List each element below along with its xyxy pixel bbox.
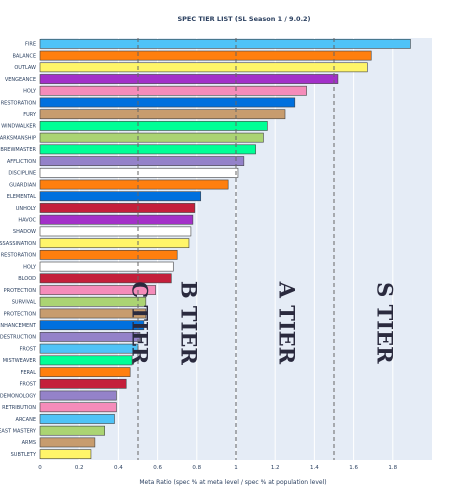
category-label: SHADOW xyxy=(13,229,36,235)
category-label: ARCANE xyxy=(16,417,36,423)
category-axis-labels: FIRE BALANCE OUTLAW VENGEANCE HOLY RESTORATIO… xyxy=(0,42,37,458)
x-tick-label: 0.8 xyxy=(192,465,201,471)
bar xyxy=(39,320,145,331)
chart-title: SPEC TIER LIST (SL Season 1 / 9.0.2) xyxy=(177,15,310,23)
bar xyxy=(39,74,339,84)
x-axis-title: Meta Ratio (spec % at meta level / spec … xyxy=(139,479,326,486)
bar xyxy=(39,355,133,366)
bar xyxy=(39,85,307,96)
x-tick-label: 1 xyxy=(234,465,238,471)
x-tick-label: 0 xyxy=(38,465,42,471)
category-label: ARMS xyxy=(22,440,36,446)
x-tick-label: 0.6 xyxy=(153,465,162,471)
bars xyxy=(39,38,411,460)
bar xyxy=(39,402,117,413)
bar xyxy=(39,390,117,401)
x-tick-label: 1.8 xyxy=(388,465,397,471)
category-label: HOLY xyxy=(23,89,37,95)
category-label: HOLY xyxy=(23,264,37,270)
bar xyxy=(39,62,368,73)
category-label: FURY xyxy=(23,112,37,118)
bar xyxy=(39,109,286,120)
category-label: FROST xyxy=(19,346,36,352)
category-label: PROTECTION xyxy=(4,288,37,294)
tier-labels: C TIER B TIER A TIER S TIER xyxy=(128,281,398,366)
bar xyxy=(39,203,196,213)
category-label: BEAST MASTERY xyxy=(0,428,37,434)
x-tick-label: 1.4 xyxy=(310,465,319,471)
bar xyxy=(39,308,147,319)
bar xyxy=(39,425,105,436)
bar xyxy=(39,261,174,272)
bar xyxy=(39,226,192,237)
bar xyxy=(39,156,245,166)
bar xyxy=(39,332,141,342)
category-label: RESTORATION xyxy=(1,253,37,259)
bar xyxy=(39,144,256,155)
bar xyxy=(39,285,156,295)
category-label: VENGEANCE xyxy=(5,77,36,83)
category-label: RETRIBUTION xyxy=(2,405,36,411)
bar xyxy=(39,167,239,178)
category-label: RESTORATION xyxy=(1,100,37,106)
category-label: OUTLAW xyxy=(14,65,36,71)
bar xyxy=(39,97,296,108)
bar xyxy=(39,50,372,61)
bar xyxy=(39,273,172,284)
tier-label: A TIER xyxy=(275,281,300,365)
tier-label: B TIER xyxy=(177,281,202,366)
bar xyxy=(39,437,96,448)
category-label: FROST xyxy=(19,382,36,388)
category-label: DISCIPLINE xyxy=(8,171,36,177)
category-label: FERAL xyxy=(20,370,36,376)
category-label: MISTWEAVER xyxy=(3,358,37,364)
category-label: UNHOLY xyxy=(16,206,37,212)
tier-label: C TIER xyxy=(128,281,153,364)
bar xyxy=(39,378,127,389)
category-label: BREWMASTER xyxy=(0,147,36,153)
bar xyxy=(39,296,147,307)
bar xyxy=(39,343,139,354)
category-label: HAVOC xyxy=(18,217,36,223)
tier-label: S TIER xyxy=(373,282,398,364)
bar xyxy=(39,414,115,424)
category-label: AFFLICTION xyxy=(7,159,36,165)
category-label: FIRE xyxy=(25,42,36,48)
category-label: BLOOD xyxy=(18,276,36,282)
tier-threshold-lines xyxy=(137,38,335,460)
category-label: SUBTLETY xyxy=(11,452,37,458)
category-label: SURVIVAL xyxy=(12,300,36,306)
category-label: GUARDIAN xyxy=(9,182,36,188)
category-label: DESTRUCTION xyxy=(0,335,36,341)
bar xyxy=(39,179,229,190)
bar xyxy=(39,38,411,49)
bar xyxy=(39,367,131,377)
category-label: WINDWALKER xyxy=(1,124,36,130)
bar xyxy=(39,249,178,260)
bar xyxy=(39,121,268,131)
category-label: MARKSMANSHIP xyxy=(0,135,36,141)
bar xyxy=(39,214,194,225)
category-label: PROTECTION xyxy=(4,311,37,317)
bar xyxy=(39,238,190,249)
category-label: ASSASSINATION xyxy=(0,241,36,247)
bar xyxy=(39,132,264,143)
category-label: ENHANCEMENT xyxy=(0,323,37,329)
x-tick-label: 1.2 xyxy=(271,465,280,471)
bar xyxy=(39,191,202,202)
bar xyxy=(39,449,92,460)
category-label: ELEMENTAL xyxy=(7,194,36,200)
x-axis-tick-labels: 0 0.2 0.4 0.6 0.8 1 1.2 1.4 1.6 1.8 xyxy=(38,465,397,471)
x-tick-label: 0.2 xyxy=(75,465,84,471)
category-label: BALANCE xyxy=(12,53,36,59)
x-tick-label: 0.4 xyxy=(114,465,123,471)
category-label: DEMONOLOGY xyxy=(0,393,37,399)
x-tick-label: 1.6 xyxy=(349,465,358,471)
